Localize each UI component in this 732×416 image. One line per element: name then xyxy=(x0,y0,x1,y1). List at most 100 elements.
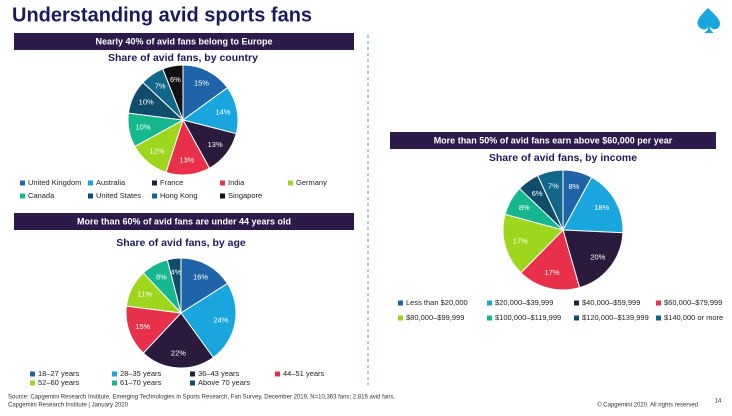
legend-label: $20,000–$39,999 xyxy=(495,298,553,307)
pie-slice xyxy=(142,312,215,369)
legend-marker xyxy=(220,180,225,186)
banner xyxy=(14,213,354,230)
legend-marker xyxy=(487,300,492,306)
legend-label: Less than $20,000 xyxy=(406,298,468,307)
pie-slice xyxy=(520,229,581,291)
legend-label: $40,000–$59,999 xyxy=(582,298,640,307)
chart-title: Share of avid fans, by country xyxy=(108,52,258,64)
legend-marker xyxy=(574,315,579,321)
legend-label: $60,000–$79,999 xyxy=(664,298,722,307)
legend-marker xyxy=(30,380,35,386)
legend-label: France xyxy=(160,178,183,187)
legend-marker xyxy=(398,315,403,321)
chart-title: Share of avid fans, by income xyxy=(489,152,637,164)
logo xyxy=(697,8,720,33)
legend-marker xyxy=(152,193,157,199)
legend-marker xyxy=(656,300,661,306)
legend-label: Hong Kong xyxy=(160,191,198,200)
legend-marker xyxy=(88,180,93,186)
banner-text: More than 50% of avid fans earn above $6… xyxy=(434,135,673,145)
slice-label: 10% xyxy=(139,98,154,107)
legend-marker xyxy=(88,193,93,199)
legend-label: 18–27 years xyxy=(38,369,80,378)
page-number: 14 xyxy=(715,399,722,405)
slice-label: 20% xyxy=(590,253,605,262)
footer: Capgemini Research Institute | January 2… xyxy=(8,403,129,409)
pie-slice xyxy=(502,213,564,274)
legend-marker xyxy=(275,371,280,377)
legend-marker xyxy=(152,180,157,186)
legend-marker xyxy=(190,380,195,386)
slice-label: 7% xyxy=(548,182,559,191)
slice-label: 24% xyxy=(213,316,228,325)
legend-marker xyxy=(288,180,293,186)
legend-marker xyxy=(487,315,492,321)
slice-label: 16% xyxy=(193,272,208,281)
legend-marker xyxy=(190,371,195,377)
pie-slice xyxy=(180,257,229,314)
chart-title: Share of avid fans, by age xyxy=(116,237,246,249)
slice-label: 10% xyxy=(136,123,151,132)
legend-label: $120,000–$139,999 xyxy=(582,313,649,322)
slice-label: 8% xyxy=(569,182,580,191)
legend-label: Australia xyxy=(96,178,126,187)
legend-label: 61–70 years xyxy=(120,378,162,387)
slice-label: 8% xyxy=(156,272,167,281)
pie-slice xyxy=(562,229,624,289)
pie-slice xyxy=(562,176,624,234)
legend-label: 52–60 years xyxy=(38,378,80,387)
slice-label: 13% xyxy=(208,140,223,149)
legend-marker xyxy=(30,371,35,377)
slice-label: 15% xyxy=(194,79,209,88)
legend-label: $80,000–$99,999 xyxy=(406,313,464,322)
source: Source: Capgemini Research Institute, Em… xyxy=(8,395,395,401)
copyright: © Capgemini 2020. All rights reserved xyxy=(597,402,698,409)
legend-label: 28–35 years xyxy=(120,369,162,378)
legend-label: 44–51 years xyxy=(283,369,325,378)
slice-label: 14% xyxy=(215,107,230,116)
pie-slice xyxy=(125,305,183,354)
slice-label: 18% xyxy=(594,203,609,212)
legend-label: Canada xyxy=(28,191,55,200)
legend-marker xyxy=(398,300,403,306)
legend-label: $140,000 or more xyxy=(664,313,723,322)
legend-label: India xyxy=(228,178,245,187)
legend-label: Above 70 years xyxy=(198,378,250,387)
legend-label: Germany xyxy=(296,178,327,187)
legend-label: United Kingdom xyxy=(28,178,81,187)
slice-label: 7% xyxy=(155,81,166,90)
slice-label: 22% xyxy=(171,349,186,358)
pie-slice xyxy=(180,282,237,359)
slice-label: 8% xyxy=(519,203,530,212)
legend-label: United States xyxy=(96,191,141,200)
slice-label: 12% xyxy=(150,146,165,155)
banner xyxy=(390,132,716,149)
banner-text: More than 60% of avid fans are under 44 … xyxy=(77,216,291,226)
legend-label: $100,000–$119,999 xyxy=(495,313,561,322)
pie-slice xyxy=(537,169,564,231)
pie-slice xyxy=(182,64,229,121)
pie-slice xyxy=(166,257,182,314)
legend-marker xyxy=(656,315,661,321)
legend-marker xyxy=(220,193,225,199)
slide-title: Understanding avid sports fans xyxy=(12,4,312,26)
slice-label: 17% xyxy=(513,237,528,246)
slice-label: 15% xyxy=(135,322,150,331)
legend-marker xyxy=(20,193,25,199)
legend-marker xyxy=(112,380,117,386)
legend-label: 36–43 years xyxy=(198,369,240,378)
legend-marker xyxy=(574,300,579,306)
banner-text: Nearly 40% of avid fans belong to Europe xyxy=(95,36,272,46)
pie-slice xyxy=(162,64,184,121)
slice-label: 11% xyxy=(138,290,153,299)
legend-marker xyxy=(112,371,117,377)
banner xyxy=(14,33,354,50)
legend-label: Singapore xyxy=(228,191,262,200)
legend-marker xyxy=(20,180,25,186)
slice-label: 17% xyxy=(545,268,560,277)
slice-label: 13% xyxy=(179,156,194,165)
slice-label: 6% xyxy=(170,75,181,84)
slice-label: 6% xyxy=(532,189,543,198)
slice-label: 4% xyxy=(170,268,181,277)
